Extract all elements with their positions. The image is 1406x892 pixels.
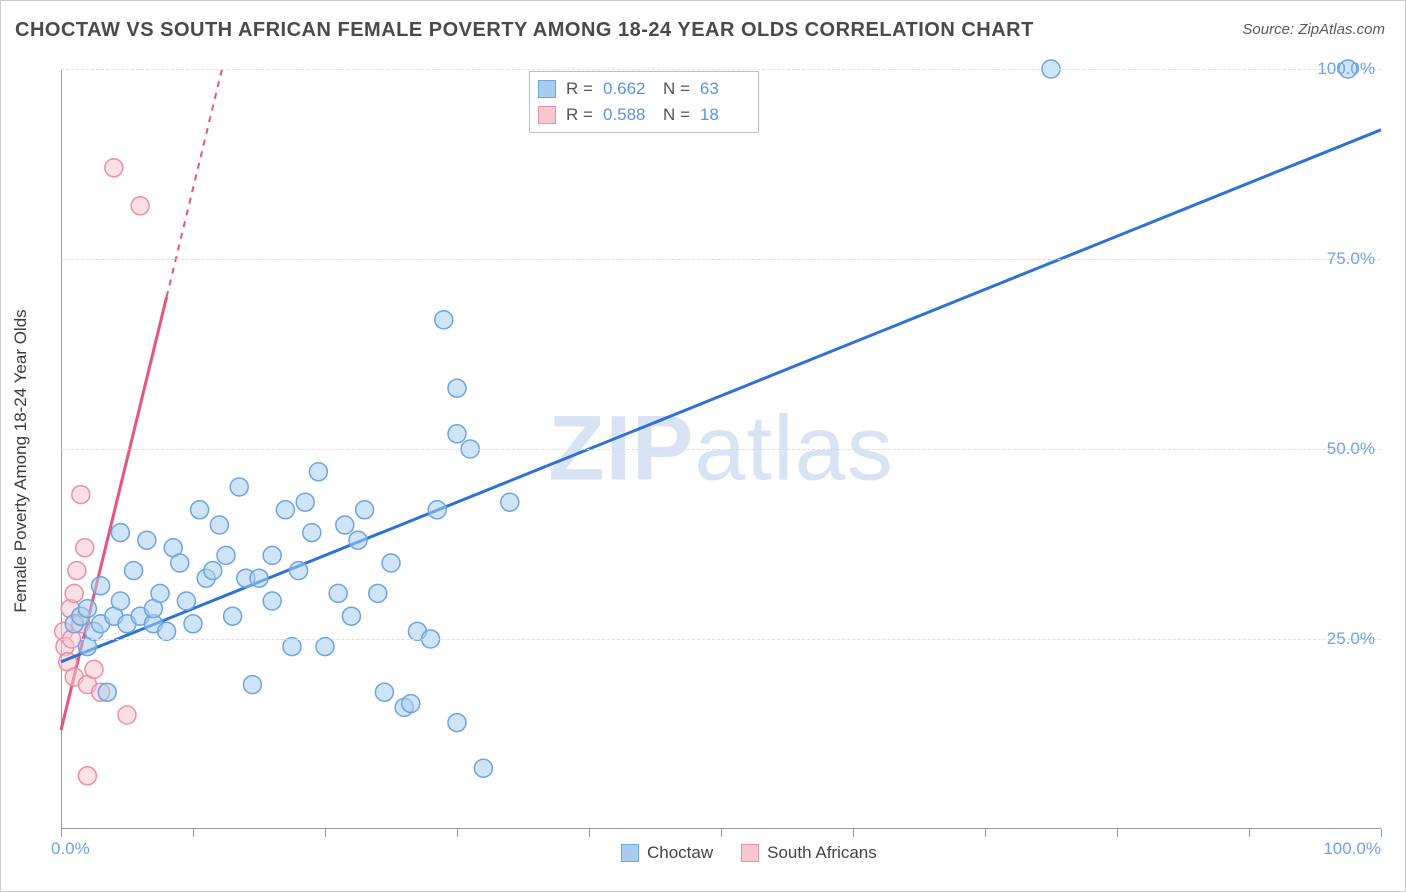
n-label: N = xyxy=(663,79,690,99)
y-tick-label: 100.0% xyxy=(1317,59,1375,79)
series-legend: Choctaw South Africans xyxy=(621,843,877,863)
legend-item-south-african: South Africans xyxy=(741,843,877,863)
x-tick xyxy=(721,829,722,837)
stats-row-south-african: R = 0.588 N = 18 xyxy=(538,102,750,128)
x-tick xyxy=(1117,829,1118,837)
legend-label-south-african: South Africans xyxy=(767,843,877,863)
stats-row-choctaw: R = 0.662 N = 63 xyxy=(538,76,750,102)
legend-label-choctaw: Choctaw xyxy=(647,843,713,863)
r-value-south-african: 0.588 xyxy=(603,105,653,125)
chart-title: CHOCTAW VS SOUTH AFRICAN FEMALE POVERTY … xyxy=(15,19,1034,42)
x-axis-max-label: 100.0% xyxy=(1323,839,1381,859)
x-tick xyxy=(853,829,854,837)
x-tick xyxy=(325,829,326,837)
x-tick xyxy=(457,829,458,837)
x-tick xyxy=(1249,829,1250,837)
x-tick xyxy=(193,829,194,837)
r-label: R = xyxy=(566,79,593,99)
stats-legend: R = 0.662 N = 63 R = 0.588 N = 18 xyxy=(529,71,759,133)
gridline-h xyxy=(61,639,1381,640)
gridline-h xyxy=(61,449,1381,450)
source-credit: Source: ZipAtlas.com xyxy=(1242,21,1385,38)
x-tick xyxy=(589,829,590,837)
swatch-south-african xyxy=(741,844,759,862)
y-tick-label: 25.0% xyxy=(1327,629,1375,649)
x-tick xyxy=(61,829,62,837)
x-axis-min-label: 0.0% xyxy=(51,839,90,859)
swatch-choctaw xyxy=(538,80,556,98)
source-name: ZipAtlas.com xyxy=(1298,21,1385,38)
y-axis-label: Female Poverty Among 18-24 Year Olds xyxy=(11,309,31,612)
swatch-south-african xyxy=(538,106,556,124)
r-value-choctaw: 0.662 xyxy=(603,79,653,99)
plot-area: ZIPatlas R = 0.662 N = 63 R = 0.588 N = … xyxy=(61,69,1381,829)
n-label: N = xyxy=(663,105,690,125)
swatch-choctaw xyxy=(621,844,639,862)
gridline-h xyxy=(61,259,1381,260)
y-tick-label: 75.0% xyxy=(1327,249,1375,269)
x-tick xyxy=(985,829,986,837)
source-label: Source: xyxy=(1242,21,1298,38)
n-value-choctaw: 63 xyxy=(700,79,750,99)
legend-item-choctaw: Choctaw xyxy=(621,843,713,863)
n-value-south-african: 18 xyxy=(700,105,750,125)
y-tick-label: 50.0% xyxy=(1327,439,1375,459)
x-tick xyxy=(1381,829,1382,837)
gridline-h xyxy=(61,69,1381,70)
correlation-chart: CHOCTAW VS SOUTH AFRICAN FEMALE POVERTY … xyxy=(0,0,1406,892)
r-label: R = xyxy=(566,105,593,125)
